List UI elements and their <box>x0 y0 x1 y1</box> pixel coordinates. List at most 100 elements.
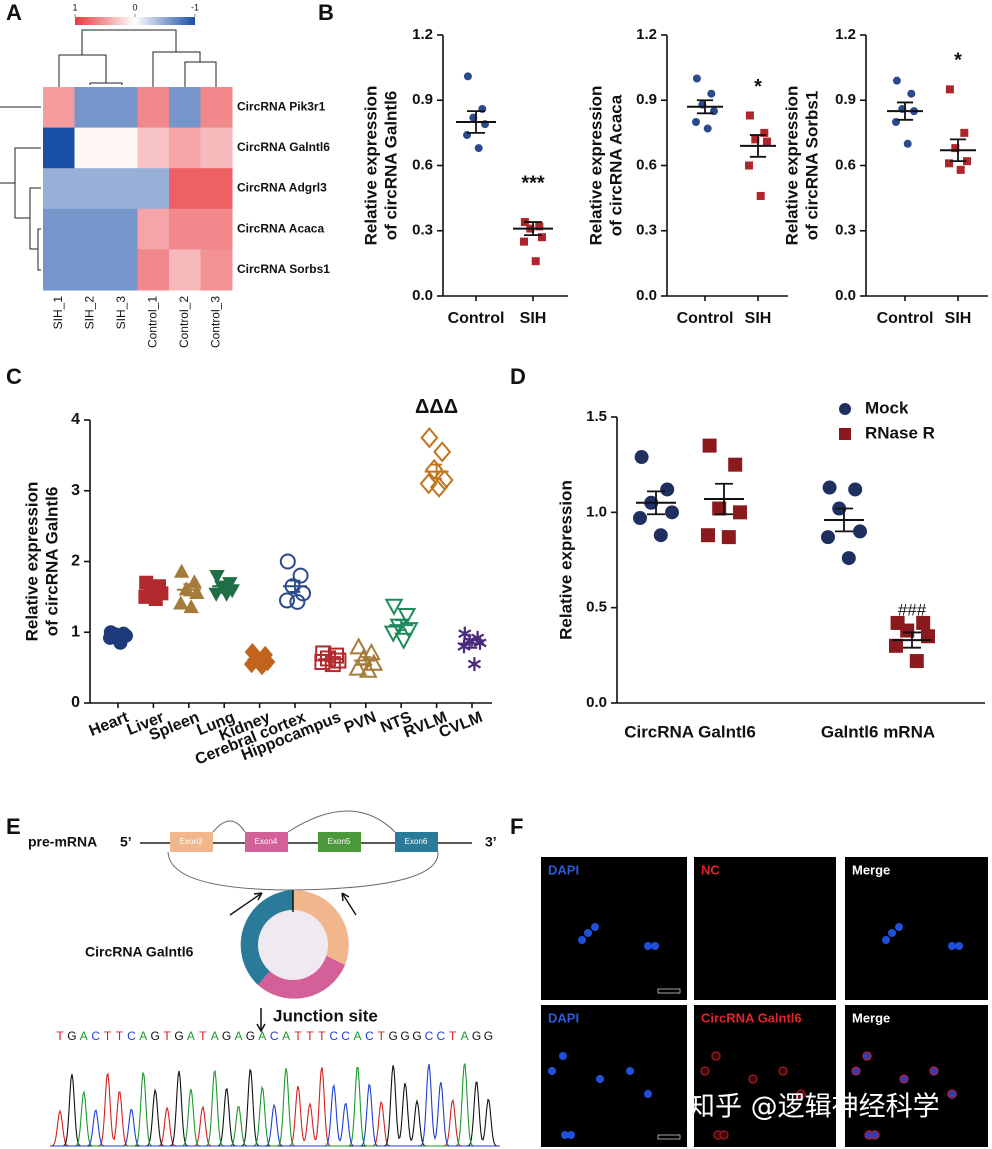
arrow <box>256 1008 266 1033</box>
base-letter: G <box>67 1029 76 1043</box>
cell <box>778 1066 788 1076</box>
y-axis-label: of circRNA Galntl6 <box>42 487 61 637</box>
error-bar <box>896 101 914 121</box>
y-tick-label: 0.6 <box>835 156 856 173</box>
scale-bar <box>657 1134 681 1140</box>
point <box>745 111 754 120</box>
point <box>665 505 679 520</box>
point <box>254 657 270 676</box>
point <box>703 124 712 133</box>
error-bar <box>835 507 853 533</box>
point <box>945 159 953 168</box>
exon-label: Exon4 <box>255 837 278 846</box>
heatmap-cell <box>43 208 75 250</box>
cell <box>596 1075 604 1083</box>
cell <box>578 936 586 944</box>
base-letter: C <box>127 1029 136 1043</box>
cell <box>748 1074 758 1084</box>
base-letter: A <box>353 1029 361 1043</box>
point <box>903 139 912 148</box>
y-tick-label: 0.9 <box>412 91 433 108</box>
heatmap-cell <box>43 87 75 129</box>
x-tick-label: SIH <box>745 310 772 327</box>
heatmap-cell <box>169 127 201 169</box>
base-letter: C <box>270 1029 279 1043</box>
heatmap-cell <box>169 249 201 291</box>
x-tick-label: Galntl6 mRNA <box>821 722 935 741</box>
point <box>315 645 332 662</box>
point <box>218 587 235 602</box>
error-bar <box>112 632 124 638</box>
point <box>945 85 954 94</box>
heatmap-cell <box>74 168 107 210</box>
y-tick-label: 0.0 <box>636 287 657 304</box>
y-tick-label: 0.5 <box>586 599 607 616</box>
heatmap-cell <box>169 87 201 129</box>
heatmap-cell <box>74 249 107 291</box>
image <box>694 857 836 1000</box>
panel-label: B <box>318 0 334 25</box>
point <box>535 222 544 231</box>
point <box>889 638 903 653</box>
cell <box>644 942 652 950</box>
heatmap-cell <box>43 127 75 169</box>
column-label: SIH_3 <box>114 296 128 330</box>
annotation: ### <box>898 600 927 619</box>
x-tick-label: CircRNA Galntl6 <box>624 722 756 741</box>
cell <box>882 936 890 944</box>
error-bar <box>360 656 372 665</box>
point <box>364 653 384 671</box>
point <box>900 623 915 638</box>
y-tick-label: 3 <box>71 482 80 499</box>
row-label: CircRNA Pik3r1 <box>237 99 326 113</box>
point <box>702 438 717 453</box>
base-letter: T <box>199 1029 207 1043</box>
y-tick-label: 0.0 <box>835 287 856 304</box>
point <box>692 74 701 83</box>
base-letter: A <box>187 1029 195 1043</box>
base-letter: G <box>400 1029 409 1043</box>
error-bar <box>218 581 230 591</box>
ring-center <box>258 910 328 980</box>
point <box>909 654 924 669</box>
base-letter: G <box>222 1029 231 1043</box>
y-axis-label: Relative expression <box>586 86 605 246</box>
error-bar <box>431 463 442 480</box>
base-letter: C <box>436 1029 445 1043</box>
base-letter: T <box>449 1029 457 1043</box>
image-label: NC <box>701 862 720 877</box>
image-label: DAPI <box>548 862 579 877</box>
colorbar-label: 1 <box>72 2 77 12</box>
point <box>173 595 189 610</box>
error-bar <box>395 619 407 632</box>
heatmap-cell <box>200 249 233 291</box>
arrow <box>229 892 357 916</box>
cell <box>888 929 896 937</box>
exon-label: Exon3 <box>180 837 203 846</box>
heatmap-cell <box>169 208 201 250</box>
point <box>653 528 668 543</box>
heatmap-cell <box>106 208 138 250</box>
annotation: * <box>754 76 762 98</box>
cell <box>929 1066 939 1076</box>
legend-label: Mock <box>865 398 909 417</box>
heatmap-cell <box>106 127 138 169</box>
trace <box>50 1062 500 1147</box>
heatmap-cell <box>137 168 170 210</box>
base-letter: T <box>56 1029 64 1043</box>
base-letter: C <box>91 1029 100 1043</box>
error-bar <box>289 579 301 593</box>
x-tick-label: Control <box>448 310 505 327</box>
base-letter: A <box>461 1029 469 1043</box>
ring-segment <box>240 890 293 985</box>
y-axis-label: Relative expression <box>361 86 380 246</box>
pre-mrna-label: pre-mRNA <box>28 834 97 850</box>
cell <box>711 1051 721 1061</box>
y-axis-label: Relative expression <box>22 482 41 642</box>
panel-label: A <box>6 0 22 25</box>
base-letter: A <box>80 1029 88 1043</box>
base-letter: A <box>234 1029 242 1043</box>
point <box>183 599 199 614</box>
heatmap-cell <box>200 168 233 210</box>
exon <box>245 832 288 852</box>
